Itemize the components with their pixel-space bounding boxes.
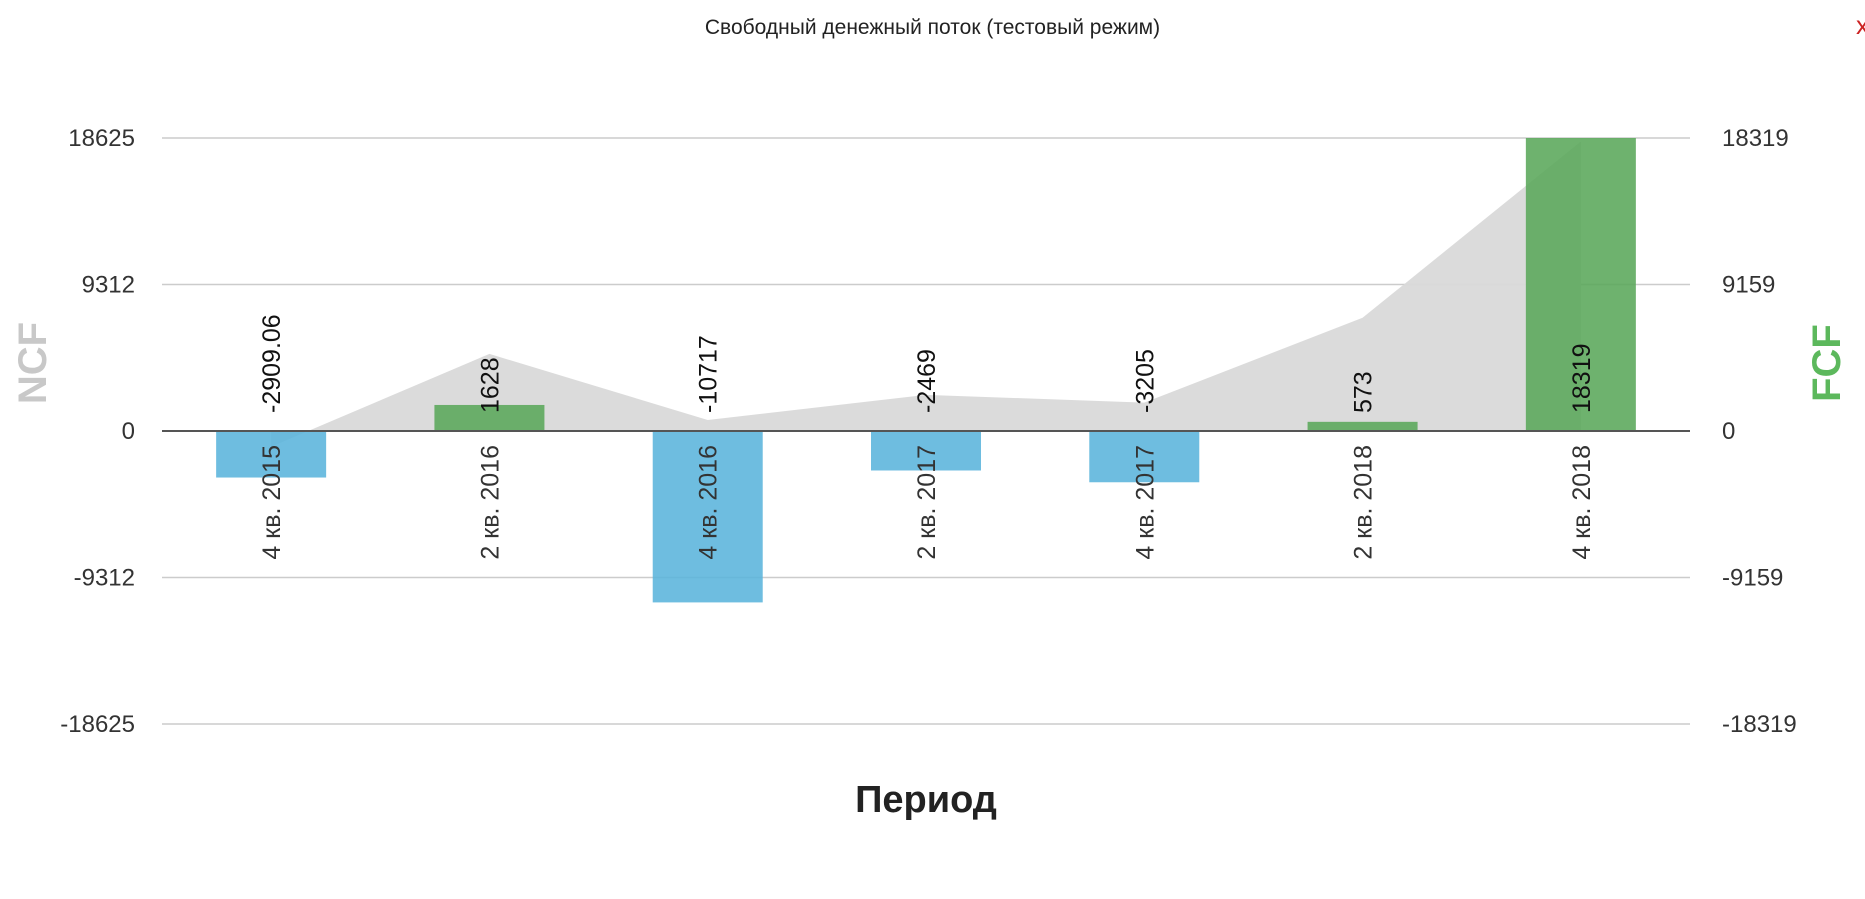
y-left-axis-title: NCF bbox=[11, 322, 55, 404]
x-tick-label: 2 кв. 2016 bbox=[476, 445, 504, 560]
y-right-tick-label: 18319 bbox=[1722, 125, 1789, 152]
data-label: -2469 bbox=[913, 349, 941, 413]
y-left-tick-label: 9312 bbox=[82, 272, 135, 299]
x-tick-label: 4 кв. 2015 bbox=[258, 445, 286, 560]
y-left-tick-label: 0 bbox=[122, 418, 135, 445]
fcf-bar bbox=[652, 431, 763, 603]
data-label: 18319 bbox=[1568, 343, 1596, 413]
data-label: -2909.06 bbox=[258, 314, 286, 413]
fcf-bar bbox=[871, 431, 981, 471]
y-right-tick-label: 0 bbox=[1722, 418, 1735, 445]
x-tick-label: 4 кв. 2018 bbox=[1568, 445, 1596, 560]
data-label: 573 bbox=[1350, 371, 1378, 413]
y-left-tick-label: -18625 bbox=[60, 711, 135, 738]
x-tick-label: 2 кв. 2017 bbox=[913, 445, 941, 560]
y-right-tick-label: -9159 bbox=[1722, 564, 1783, 591]
y-right-tick-label: -18319 bbox=[1722, 711, 1797, 738]
y-right-tick-label: 9159 bbox=[1722, 272, 1775, 299]
label-layer: -2909.06 1628 -10717 -2469 -3205 573 18319 4 кв… bbox=[258, 314, 1596, 559]
y-left-tick-label: -9312 bbox=[74, 564, 135, 591]
data-label: 1628 bbox=[476, 357, 504, 413]
chart-title: Свободный денежный поток (тестовый режим… bbox=[704, 16, 1161, 39]
ncf-area-layer bbox=[271, 141, 1581, 447]
close-button[interactable]: x bbox=[1856, 10, 1865, 40]
y-left-tick-label: 18625 bbox=[68, 125, 135, 152]
fcf-bar bbox=[1525, 138, 1636, 431]
data-label: -10717 bbox=[695, 335, 723, 413]
x-tick-label: 4 кв. 2017 bbox=[1131, 445, 1159, 560]
y-right-axis-title: FCF bbox=[1805, 324, 1849, 402]
fcf-bar bbox=[1307, 421, 1418, 431]
fcf-bar bbox=[216, 431, 327, 478]
fcf-bar bbox=[1089, 431, 1200, 483]
ncf-area bbox=[271, 141, 1581, 447]
fcf-bar bbox=[434, 404, 545, 431]
x-tick-label: 2 кв. 2018 bbox=[1350, 445, 1378, 560]
x-axis-title: Период bbox=[855, 779, 997, 821]
axis-layer: 18625 9312 0 -9312 -18625 18319 9159 0 -9159 -183… bbox=[11, 125, 1849, 821]
data-label: -3205 bbox=[1131, 349, 1159, 413]
x-tick-label: 4 кв. 2016 bbox=[695, 445, 723, 560]
fcf-bar-layer bbox=[216, 138, 1636, 603]
